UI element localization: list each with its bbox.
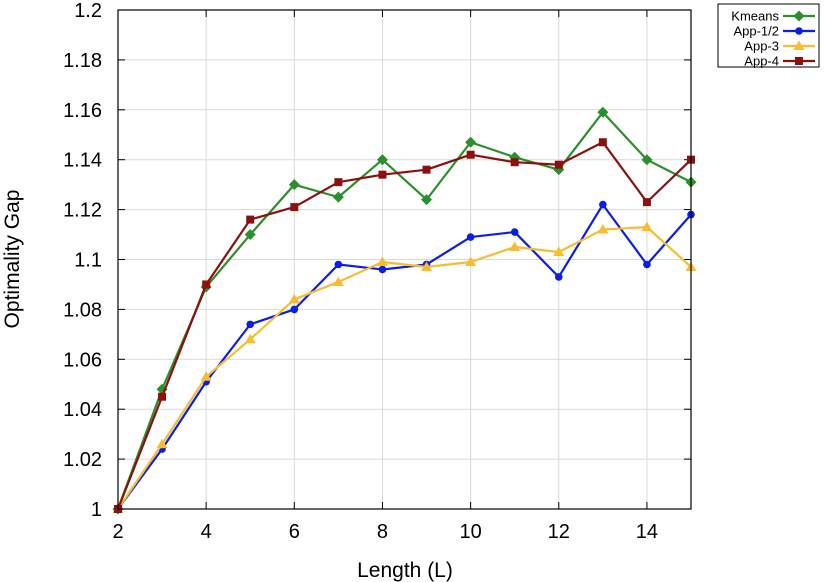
data-point xyxy=(554,273,563,281)
data-point xyxy=(332,191,344,203)
data-point xyxy=(642,198,651,207)
axis-ticks xyxy=(117,9,691,510)
data-point xyxy=(465,136,477,148)
data-point xyxy=(334,178,343,187)
y-tick-label: 1.14 xyxy=(63,150,102,172)
x-tick-label: 4 xyxy=(201,521,212,543)
series-app-1-2 xyxy=(114,200,695,513)
series-line xyxy=(116,141,692,510)
data-point xyxy=(246,320,255,329)
legend-marker xyxy=(793,10,805,22)
y-tick-label: 1 xyxy=(91,499,102,521)
data-point xyxy=(643,260,651,269)
y-tick-label: 1.2 xyxy=(74,0,102,22)
data-point xyxy=(598,138,607,147)
data-point xyxy=(641,221,653,232)
data-point xyxy=(509,241,521,252)
data-point xyxy=(599,200,607,209)
x-tick-label: 12 xyxy=(548,521,570,543)
x-tick-label: 6 xyxy=(289,521,300,543)
x-tick-label: 14 xyxy=(636,521,658,543)
data-point xyxy=(378,170,387,179)
y-axis-title: Optimality Gap xyxy=(1,190,24,329)
y-tick-label: 1.04 xyxy=(63,399,102,421)
legend-marker xyxy=(795,27,803,35)
series-app-3 xyxy=(112,221,697,513)
data-point xyxy=(332,276,344,286)
series-line xyxy=(117,225,692,510)
data-point xyxy=(422,165,431,174)
series-app-4 xyxy=(114,138,695,513)
x-tick-label: 2 xyxy=(112,521,123,543)
y-tick-label: 1.08 xyxy=(63,299,102,321)
x-tick-label: 8 xyxy=(377,521,388,543)
data-point xyxy=(200,371,212,381)
data-point xyxy=(246,215,255,224)
data-point xyxy=(244,333,256,344)
series-kmeans xyxy=(112,106,697,515)
data-point xyxy=(378,265,387,274)
data-point xyxy=(597,106,609,118)
data-point xyxy=(641,154,653,166)
data-point xyxy=(290,203,299,212)
legend-label: App-1/2 xyxy=(733,24,779,39)
x-axis-title: Length (L) xyxy=(357,559,453,582)
series-line xyxy=(117,203,692,510)
legend-marker xyxy=(793,40,805,50)
data-point xyxy=(554,160,563,169)
legend-label: Kmeans xyxy=(731,9,779,24)
data-point xyxy=(288,293,300,304)
data-point xyxy=(466,233,475,241)
legend-marker xyxy=(795,57,803,65)
data-point xyxy=(510,228,519,236)
legend-label: App-3 xyxy=(744,39,779,54)
series-line xyxy=(116,111,692,510)
plot-frame xyxy=(117,9,692,510)
y-tick-label: 1.1 xyxy=(74,250,102,272)
data-point xyxy=(376,154,388,166)
data-point xyxy=(465,256,477,266)
grid-lines xyxy=(117,9,691,510)
data-point xyxy=(290,305,299,314)
data-point xyxy=(158,392,167,401)
data-point xyxy=(288,179,300,191)
y-tick-label: 1.16 xyxy=(63,100,102,122)
y-tick-label: 1.18 xyxy=(63,50,102,72)
data-point xyxy=(466,150,475,159)
series-layer xyxy=(112,106,697,515)
tick-labels: 2 4 6 8 10 12 14 1 1.02 1.04 1.06 1.08 1.1 1.12 1.14 1.… xyxy=(63,0,658,543)
data-point xyxy=(597,224,609,234)
y-tick-label: 1.06 xyxy=(63,349,102,371)
y-tick-label: 1.02 xyxy=(63,449,102,471)
data-point xyxy=(553,246,565,257)
data-point xyxy=(244,229,256,241)
x-tick-label: 10 xyxy=(459,521,481,543)
data-point xyxy=(421,261,433,271)
data-point xyxy=(376,256,388,266)
y-tick-label: 1.12 xyxy=(63,200,102,222)
data-point xyxy=(202,280,211,289)
data-point xyxy=(334,260,343,269)
data-point xyxy=(510,158,519,167)
data-point xyxy=(156,438,168,449)
legend-label: App-4 xyxy=(744,54,779,69)
data-point xyxy=(421,194,433,206)
